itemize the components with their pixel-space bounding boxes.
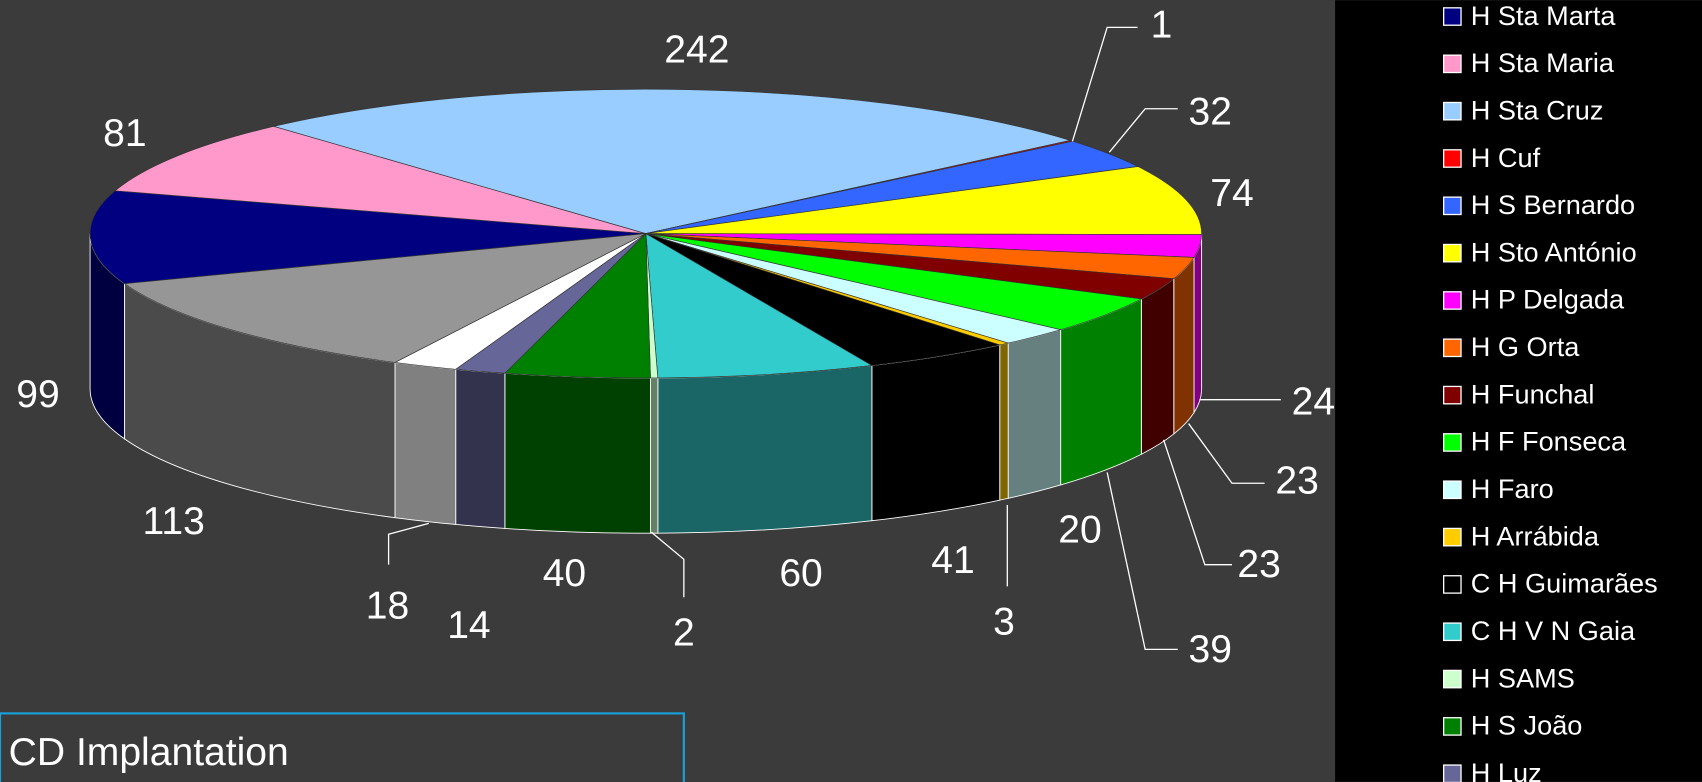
slice-side [504,372,651,534]
data-label: 23 [1275,460,1318,503]
leader-line [1108,108,1178,153]
slice-side [394,361,457,525]
leader-line [1162,439,1232,566]
data-label: 18 [366,584,409,627]
legend-label: H Luz [1471,757,1542,782]
legend-label: H Sta Marta [1471,0,1617,31]
legend-label: H F Fonseca [1471,426,1627,457]
legend-marker [1443,196,1462,216]
title-box [0,712,685,782]
data-label: 81 [103,112,146,155]
leader-line [1188,423,1265,484]
legend-label: H Sta Maria [1471,47,1615,78]
legend-marker [1443,243,1462,263]
data-label: 3 [993,601,1015,644]
data-label: 32 [1189,91,1232,134]
legend-label: H Sto António [1471,236,1637,267]
data-label: 2 [673,612,695,655]
data-label: 23 [1237,543,1280,586]
slice-side [657,365,873,534]
slice-side [1173,255,1195,435]
legend-label: H Funchal [1471,378,1595,409]
data-label: 39 [1189,628,1232,671]
data-label: 113 [143,500,205,543]
data-label: 40 [543,552,586,595]
legend-label: C H V N Gaia [1471,615,1636,646]
slice-side [999,342,1009,501]
slice [645,166,1202,235]
slice [123,233,646,363]
legend-marker [1443,338,1462,358]
data-label: 14 [447,604,490,647]
data-label: 60 [779,552,822,595]
legend-panel [1335,0,1702,782]
legend-label: H S João [1471,710,1583,741]
legend-label: C H Guimarães [1471,568,1658,599]
legend-marker [1443,622,1462,642]
slice-side [1007,329,1062,499]
legend-label: H Cuf [1471,142,1541,173]
legend: H Sta Marta H Sta Maria H Sta Cruz H Cuf H S… [1443,0,1658,782]
legend-label: H Faro [1471,473,1554,504]
legend-label: H G Orta [1471,331,1580,362]
data-label: 1 [1151,4,1173,47]
leader-line [1071,26,1138,142]
legend-marker [1443,669,1462,689]
data-label: 74 [1210,172,1253,215]
pie-tops [89,88,1202,379]
legend-label: H Arrábida [1471,520,1600,551]
legend-marker [1443,717,1462,736]
slice [645,233,873,379]
pie-sides [89,233,1203,534]
data-label: 242 [664,29,729,72]
legend-label: H S Bernardo [1471,189,1635,220]
data-label: 24 [1292,380,1335,423]
legend-label: H SAMS [1471,662,1575,693]
legend-marker [1443,54,1462,74]
slice-side [455,368,506,529]
legend-marker [1443,385,1462,405]
slice-side [1193,234,1203,415]
legend-marker [1443,101,1462,121]
leader-line [1106,472,1178,650]
data-label: 99 [16,373,59,416]
legend-marker [1443,480,1462,500]
chart-title: CD Implantation [9,731,289,774]
data-label: 41 [931,539,974,582]
slice [89,190,646,285]
legend-marker [1443,433,1462,452]
legend-label: H P Delgada [1471,284,1625,315]
leader-line [387,522,429,565]
legend-marker [1443,764,1462,782]
legend-marker [1443,149,1462,168]
slice [272,88,1072,234]
data-label: 20 [1058,508,1101,551]
slice-side [1060,298,1142,486]
legend-marker [1443,7,1462,26]
slice [114,126,646,234]
legend-marker [1443,527,1462,547]
slice-side [650,377,659,534]
leader-line [650,531,685,598]
legend-marker [1443,291,1462,310]
slice-side [1140,277,1175,455]
legend-marker [1443,575,1462,594]
leader-lines [387,26,1281,650]
slice-side [871,344,1001,522]
legend-label: H Sta Cruz [1471,94,1604,125]
